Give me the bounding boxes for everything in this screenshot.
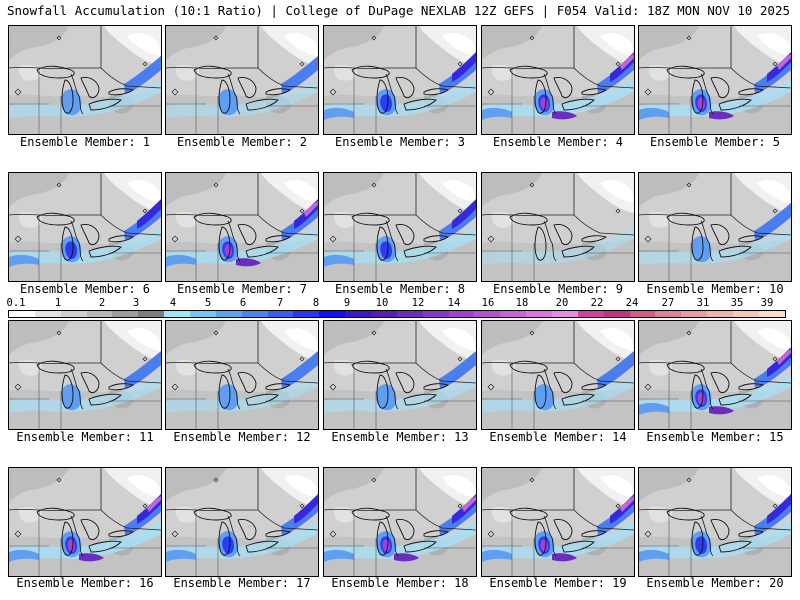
ensemble-member-label: Ensemble Member: 6 [19, 282, 151, 296]
colorbar-label: 9 [343, 297, 351, 309]
colorbar-swatch [371, 311, 397, 317]
colorbar-swatch [474, 311, 501, 317]
ensemble-member-map [8, 172, 162, 282]
ensemble-member-map [8, 320, 162, 430]
colorbar-label: 14 [447, 297, 461, 309]
ensemble-member-label: Ensemble Member: 20 [646, 576, 784, 590]
colorbar-swatch [267, 311, 294, 317]
ensemble-member-label: Ensemble Member: 14 [489, 430, 627, 444]
colorbar-swatch [215, 311, 242, 317]
colorbar-label: 39 [760, 297, 774, 309]
colorbar-swatch [655, 311, 682, 317]
ensemble-member-map [8, 467, 162, 577]
colorbar-swatch [293, 311, 320, 317]
ensemble-member-map [323, 25, 477, 135]
colorbar-swatch [422, 311, 449, 317]
ensemble-member-label: Ensemble Member: 8 [334, 282, 466, 296]
colorbar-swatch [9, 311, 35, 317]
ensemble-member-label: Ensemble Member: 16 [16, 576, 154, 590]
colorbar-label: 20 [555, 297, 569, 309]
colorbar-label: 35 [730, 297, 744, 309]
ensemble-member-label: Ensemble Member: 5 [649, 135, 781, 149]
ensemble-member-label: Ensemble Member: 13 [331, 430, 469, 444]
ensemble-member-label: Ensemble Member: 11 [16, 430, 154, 444]
colorbar-label: 7 [276, 297, 284, 309]
colorbar-swatch [112, 311, 139, 317]
ensemble-member-map [638, 172, 792, 282]
ensemble-member-label: Ensemble Member: 2 [176, 135, 308, 149]
ensemble-member-label: Ensemble Member: 15 [646, 430, 784, 444]
colorbar-swatch [319, 311, 346, 317]
colorbar-swatch [164, 311, 191, 317]
ensemble-member-map [323, 320, 477, 430]
ensemble-member-map [638, 467, 792, 577]
colorbar-label: 18 [515, 297, 529, 309]
colorbar-label: 22 [590, 297, 604, 309]
ensemble-member-label: Ensemble Member: 18 [331, 576, 469, 590]
colorbar-swatch [526, 311, 553, 317]
ensemble-member-label: Ensemble Member: 3 [334, 135, 466, 149]
colorbar-swatch [681, 311, 708, 317]
ensemble-member-map [165, 172, 319, 282]
colorbar-swatch [733, 311, 759, 317]
colorbar-label: 31 [696, 297, 710, 309]
ensemble-member-map [481, 172, 635, 282]
colorbar-swatch [241, 311, 268, 317]
colorbar-label: 6 [239, 297, 247, 309]
colorbar-swatch [448, 311, 475, 317]
ensemble-member-map [323, 467, 477, 577]
ensemble-member-map [481, 467, 635, 577]
ensemble-member-map [323, 172, 477, 282]
run-info: 12Z GEFS | F054 Valid: 18Z MON NOV 10 20… [473, 3, 790, 18]
ensemble-member-label: Ensemble Member: 4 [492, 135, 624, 149]
colorbar-swatch [500, 311, 527, 317]
colorbar-swatch [758, 311, 785, 317]
ensemble-member-label: Ensemble Member: 7 [176, 282, 308, 296]
colorbar-swatch [707, 311, 734, 317]
colorbar-swatch [603, 311, 630, 317]
colorbar-label: 27 [661, 297, 675, 309]
ensemble-member-map [638, 25, 792, 135]
colorbar-label: 5 [204, 297, 212, 309]
ensemble-member-map [638, 320, 792, 430]
colorbar-swatch [577, 311, 604, 317]
colorbar-label: 8 [312, 297, 320, 309]
ensemble-member-label: Ensemble Member: 17 [173, 576, 311, 590]
colorbar-label: 16 [481, 297, 495, 309]
ensemble-member-map [481, 25, 635, 135]
colorbar-label: 2 [98, 297, 106, 309]
colorbar-label: 24 [625, 297, 639, 309]
colorbar-swatch [396, 311, 423, 317]
header: Snowfall Accumulation (10:1 Ratio) | Col… [0, 0, 800, 22]
ensemble-member-map [165, 320, 319, 430]
colorbar-label: 10 [375, 297, 389, 309]
ensemble-member-map [8, 25, 162, 135]
ensemble-member-map [165, 467, 319, 577]
ensemble-member-label: Ensemble Member: 1 [19, 135, 151, 149]
ensemble-member-label: Ensemble Member: 10 [646, 282, 784, 296]
colorbar-label: 4 [169, 297, 177, 309]
colorbar-label: 3 [132, 297, 140, 309]
colorbar-swatch [190, 311, 216, 317]
ensemble-member-map [481, 320, 635, 430]
colorbar-swatch [552, 311, 578, 317]
colorbar-swatch [345, 311, 372, 317]
colorbar-label: 0.1 [6, 297, 26, 309]
colorbar-swatch [34, 311, 61, 317]
colorbar-swatch [86, 311, 113, 317]
colorbar-swatch [60, 311, 87, 317]
ensemble-member-map [165, 25, 319, 135]
colorbar-swatch [629, 311, 656, 317]
ensemble-member-label: Ensemble Member: 19 [489, 576, 627, 590]
colorbar-label: 1 [54, 297, 62, 309]
colorbar-swatch [138, 311, 165, 317]
colorbar-labels: 0.1 1 2 3 4 5 6 7 8 9 10 12 14 16 18 20 22 24 27 31 35 39 [6, 297, 790, 309]
product-title: Snowfall Accumulation (10:1 Ratio) | Col… [7, 3, 467, 18]
colorbar [8, 310, 786, 318]
colorbar-label: 12 [411, 297, 425, 309]
ensemble-member-label: Ensemble Member: 9 [492, 282, 624, 296]
ensemble-member-label: Ensemble Member: 12 [173, 430, 311, 444]
